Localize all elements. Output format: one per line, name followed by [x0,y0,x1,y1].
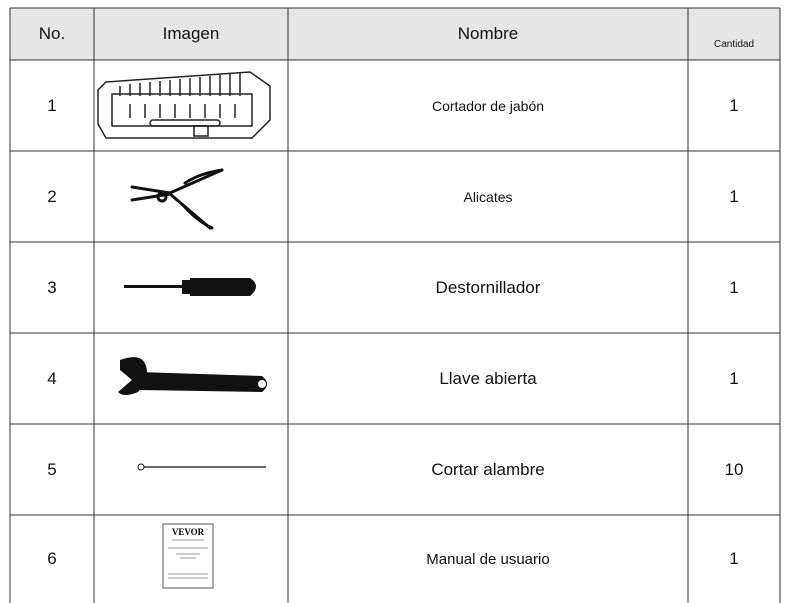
header-name: Nombre [457,24,519,43]
row-number: 5 [47,459,57,479]
row-number: 1 [47,95,57,115]
item-name: Destornillador [435,277,541,297]
row-number: 3 [47,277,57,297]
header-background [10,8,780,60]
item-quantity: 10 [724,459,744,479]
item-name: Cortador de jabón [431,97,545,114]
row-number: 6 [47,549,57,568]
wrench-icon [118,357,267,395]
item-quantity: 1 [729,368,739,388]
item-name: Cortar alambre [431,459,545,479]
screwdriver-icon [124,278,256,296]
manual-brand: VEVOR [172,527,205,537]
item-name: Manual de usuario [426,550,550,568]
row-number: 2 [47,186,57,206]
item-name: Llave abierta [439,368,537,388]
row-number: 4 [47,368,57,388]
item-quantity: 1 [729,95,739,115]
soap-cutter-icon [97,71,271,139]
header-quantity: Cantidad [713,38,755,50]
item-quantity: 1 [729,277,739,297]
item-quantity: 1 [729,186,739,206]
wire-icon [137,463,266,471]
manual-icon: VEVOR [162,523,214,589]
item-quantity: 1 [729,549,739,568]
item-name: Alicates [463,188,513,205]
header-no: No. [38,24,66,43]
header-image: Imagen [162,24,220,43]
pliers-icon [130,168,224,230]
